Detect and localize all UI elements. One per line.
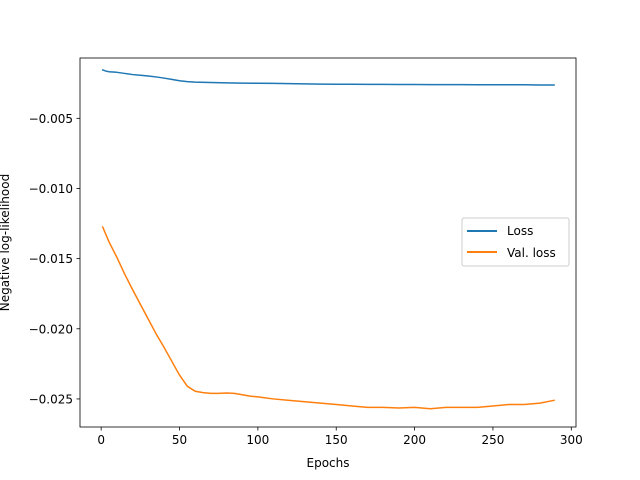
y-tick-label: −0.005 [29, 112, 73, 126]
axes-frame [79, 57, 577, 428]
legend-label-loss: Loss [507, 224, 533, 238]
x-tick-label: 100 [246, 433, 269, 447]
x-tick-label: 0 [97, 433, 105, 447]
axis-ticks: 0 50 100 150 200 250 300 −0.005 −0.010 −0.015 −0.0… [29, 112, 583, 447]
x-tick-label: 50 [172, 433, 187, 447]
y-axis-label: Negative log-likelihood [0, 174, 12, 311]
x-tick-label: 150 [325, 433, 348, 447]
y-tick-label: −0.010 [29, 182, 73, 196]
x-tick-label: 250 [481, 433, 504, 447]
series-line-loss [101, 68, 555, 86]
y-tick-label: −0.025 [29, 392, 73, 406]
y-tick-label: −0.015 [29, 252, 73, 266]
x-axis-label: Epochs [307, 456, 350, 470]
x-tick-label: 200 [403, 433, 426, 447]
plot-area [101, 68, 555, 410]
series-line-val-loss [101, 226, 555, 410]
legend-label-val-loss: Val. loss [507, 246, 556, 260]
y-tick-label: −0.020 [29, 322, 73, 336]
x-tick-label: 300 [560, 433, 583, 447]
legend: Loss Val. loss [461, 217, 570, 267]
